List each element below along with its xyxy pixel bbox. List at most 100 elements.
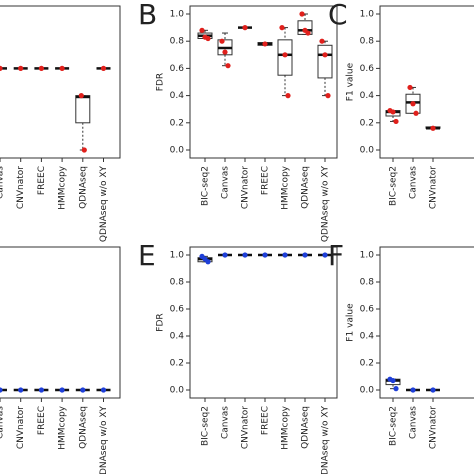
data-point <box>305 30 311 36</box>
data-point <box>282 52 288 58</box>
x-tick-label: FREEC <box>261 166 271 195</box>
x-tick-label: Canvas <box>0 406 6 439</box>
x-tick-label: FREEC <box>37 406 47 435</box>
data-point <box>81 147 87 153</box>
y-tick-label: 0.4 <box>170 332 185 342</box>
x-tick-label: QDNAseq w/o XY <box>99 166 109 243</box>
x-tick-label: BIC-seq2 <box>389 166 399 206</box>
y-tick-label: 0.0 <box>360 386 375 396</box>
data-point <box>78 93 84 99</box>
y-tick-label: 0.0 <box>360 146 375 156</box>
data-point <box>219 38 225 44</box>
y-tick-label: 1.0 <box>360 10 375 20</box>
x-tick-label: BIC-seq2 <box>389 406 399 446</box>
data-point <box>430 387 436 393</box>
data-point <box>262 252 268 258</box>
x-tick-label: CNVnator <box>241 406 251 449</box>
data-point <box>299 11 305 17</box>
data-point <box>322 252 328 258</box>
data-point <box>262 41 268 47</box>
panel-letter: E <box>138 239 156 272</box>
data-point <box>242 25 248 31</box>
x-tick-label: BIC-seq2 <box>201 166 211 206</box>
x-tick-label: QDNAseq <box>301 406 311 449</box>
data-point <box>0 387 3 393</box>
x-tick-label: QDNAseq w/o XY <box>321 166 331 243</box>
y-tick-label: 0.6 <box>360 305 375 315</box>
data-point <box>325 93 331 99</box>
data-point <box>18 65 24 71</box>
x-tick-label: Canvas <box>0 166 6 199</box>
data-point <box>205 35 211 42</box>
data-point <box>0 65 3 71</box>
y-tick-label: 0.2 <box>170 118 184 128</box>
data-point <box>59 65 65 71</box>
y-tick-label: 0.8 <box>170 278 185 288</box>
data-point <box>222 49 228 55</box>
x-tick-label: HMMcopy <box>281 405 291 449</box>
data-point <box>285 93 291 99</box>
data-point <box>279 25 285 31</box>
plot-frame <box>189 246 338 399</box>
data-point <box>80 387 86 393</box>
box <box>277 39 293 76</box>
data-point <box>410 101 416 107</box>
box <box>317 44 333 79</box>
x-tick-label: FREEC <box>37 166 47 195</box>
y-tick-label: 0.6 <box>170 64 185 74</box>
data-point <box>100 387 107 393</box>
x-tick-label: CNVnator <box>429 166 439 209</box>
data-point <box>430 125 436 131</box>
y-tick-label: 1.0 <box>360 251 375 261</box>
x-tick-label: HMMcopy <box>58 165 68 209</box>
data-point <box>282 252 288 258</box>
x-tick-label: CNVnator <box>429 406 439 449</box>
data-point <box>302 252 308 258</box>
data-point <box>407 84 413 91</box>
x-tick-label: QDNAseq w/o XY <box>321 406 331 474</box>
plot-frame <box>0 5 121 159</box>
data-point <box>205 259 211 265</box>
data-point <box>322 52 328 58</box>
data-point <box>225 63 231 69</box>
plot-frame <box>189 5 338 159</box>
data-point <box>413 110 419 116</box>
data-point <box>410 387 416 393</box>
x-tick-label: FREEC <box>261 406 271 435</box>
data-point <box>390 109 396 115</box>
data-point <box>199 27 205 33</box>
y-tick-label: 1.0 <box>170 10 185 20</box>
x-tick-label: Canvas <box>409 166 419 199</box>
data-point <box>393 118 399 125</box>
data-point <box>18 387 24 393</box>
y-tick-label: 1.0 <box>170 251 185 261</box>
y-tick-label: 0.2 <box>360 359 374 369</box>
y-tick-label: 0.0 <box>170 386 185 396</box>
x-tick-label: QDNAseq <box>78 406 88 449</box>
plot-frame <box>379 5 474 159</box>
y-tick-label: 0.4 <box>170 91 185 101</box>
y-tick-label: 0.0 <box>170 146 185 156</box>
y-axis-label: FDR <box>156 73 166 91</box>
x-tick-label: HMMcopy <box>58 405 68 449</box>
data-point <box>100 65 107 71</box>
x-tick-label: Canvas <box>409 406 419 439</box>
y-tick-label: 0.6 <box>360 64 375 74</box>
x-tick-label: QDNAseq <box>301 166 311 209</box>
y-tick-label: 0.4 <box>360 332 375 342</box>
plot-frame <box>0 246 121 399</box>
x-tick-label: BIC-seq2 <box>201 406 211 446</box>
data-point <box>222 252 228 258</box>
y-axis-label: F1 value <box>346 62 356 101</box>
y-tick-label: 0.2 <box>360 118 374 128</box>
panel-letter: C <box>328 0 348 31</box>
data-point <box>390 377 396 384</box>
data-point <box>38 387 45 393</box>
x-tick-label: CNVnator <box>16 166 26 209</box>
data-point <box>38 65 45 71</box>
y-tick-label: 0.6 <box>170 305 185 315</box>
y-axis-label: F1 value <box>346 303 356 342</box>
x-tick-label: HMMcopy <box>281 165 291 209</box>
y-tick-label: 0.2 <box>170 359 184 369</box>
